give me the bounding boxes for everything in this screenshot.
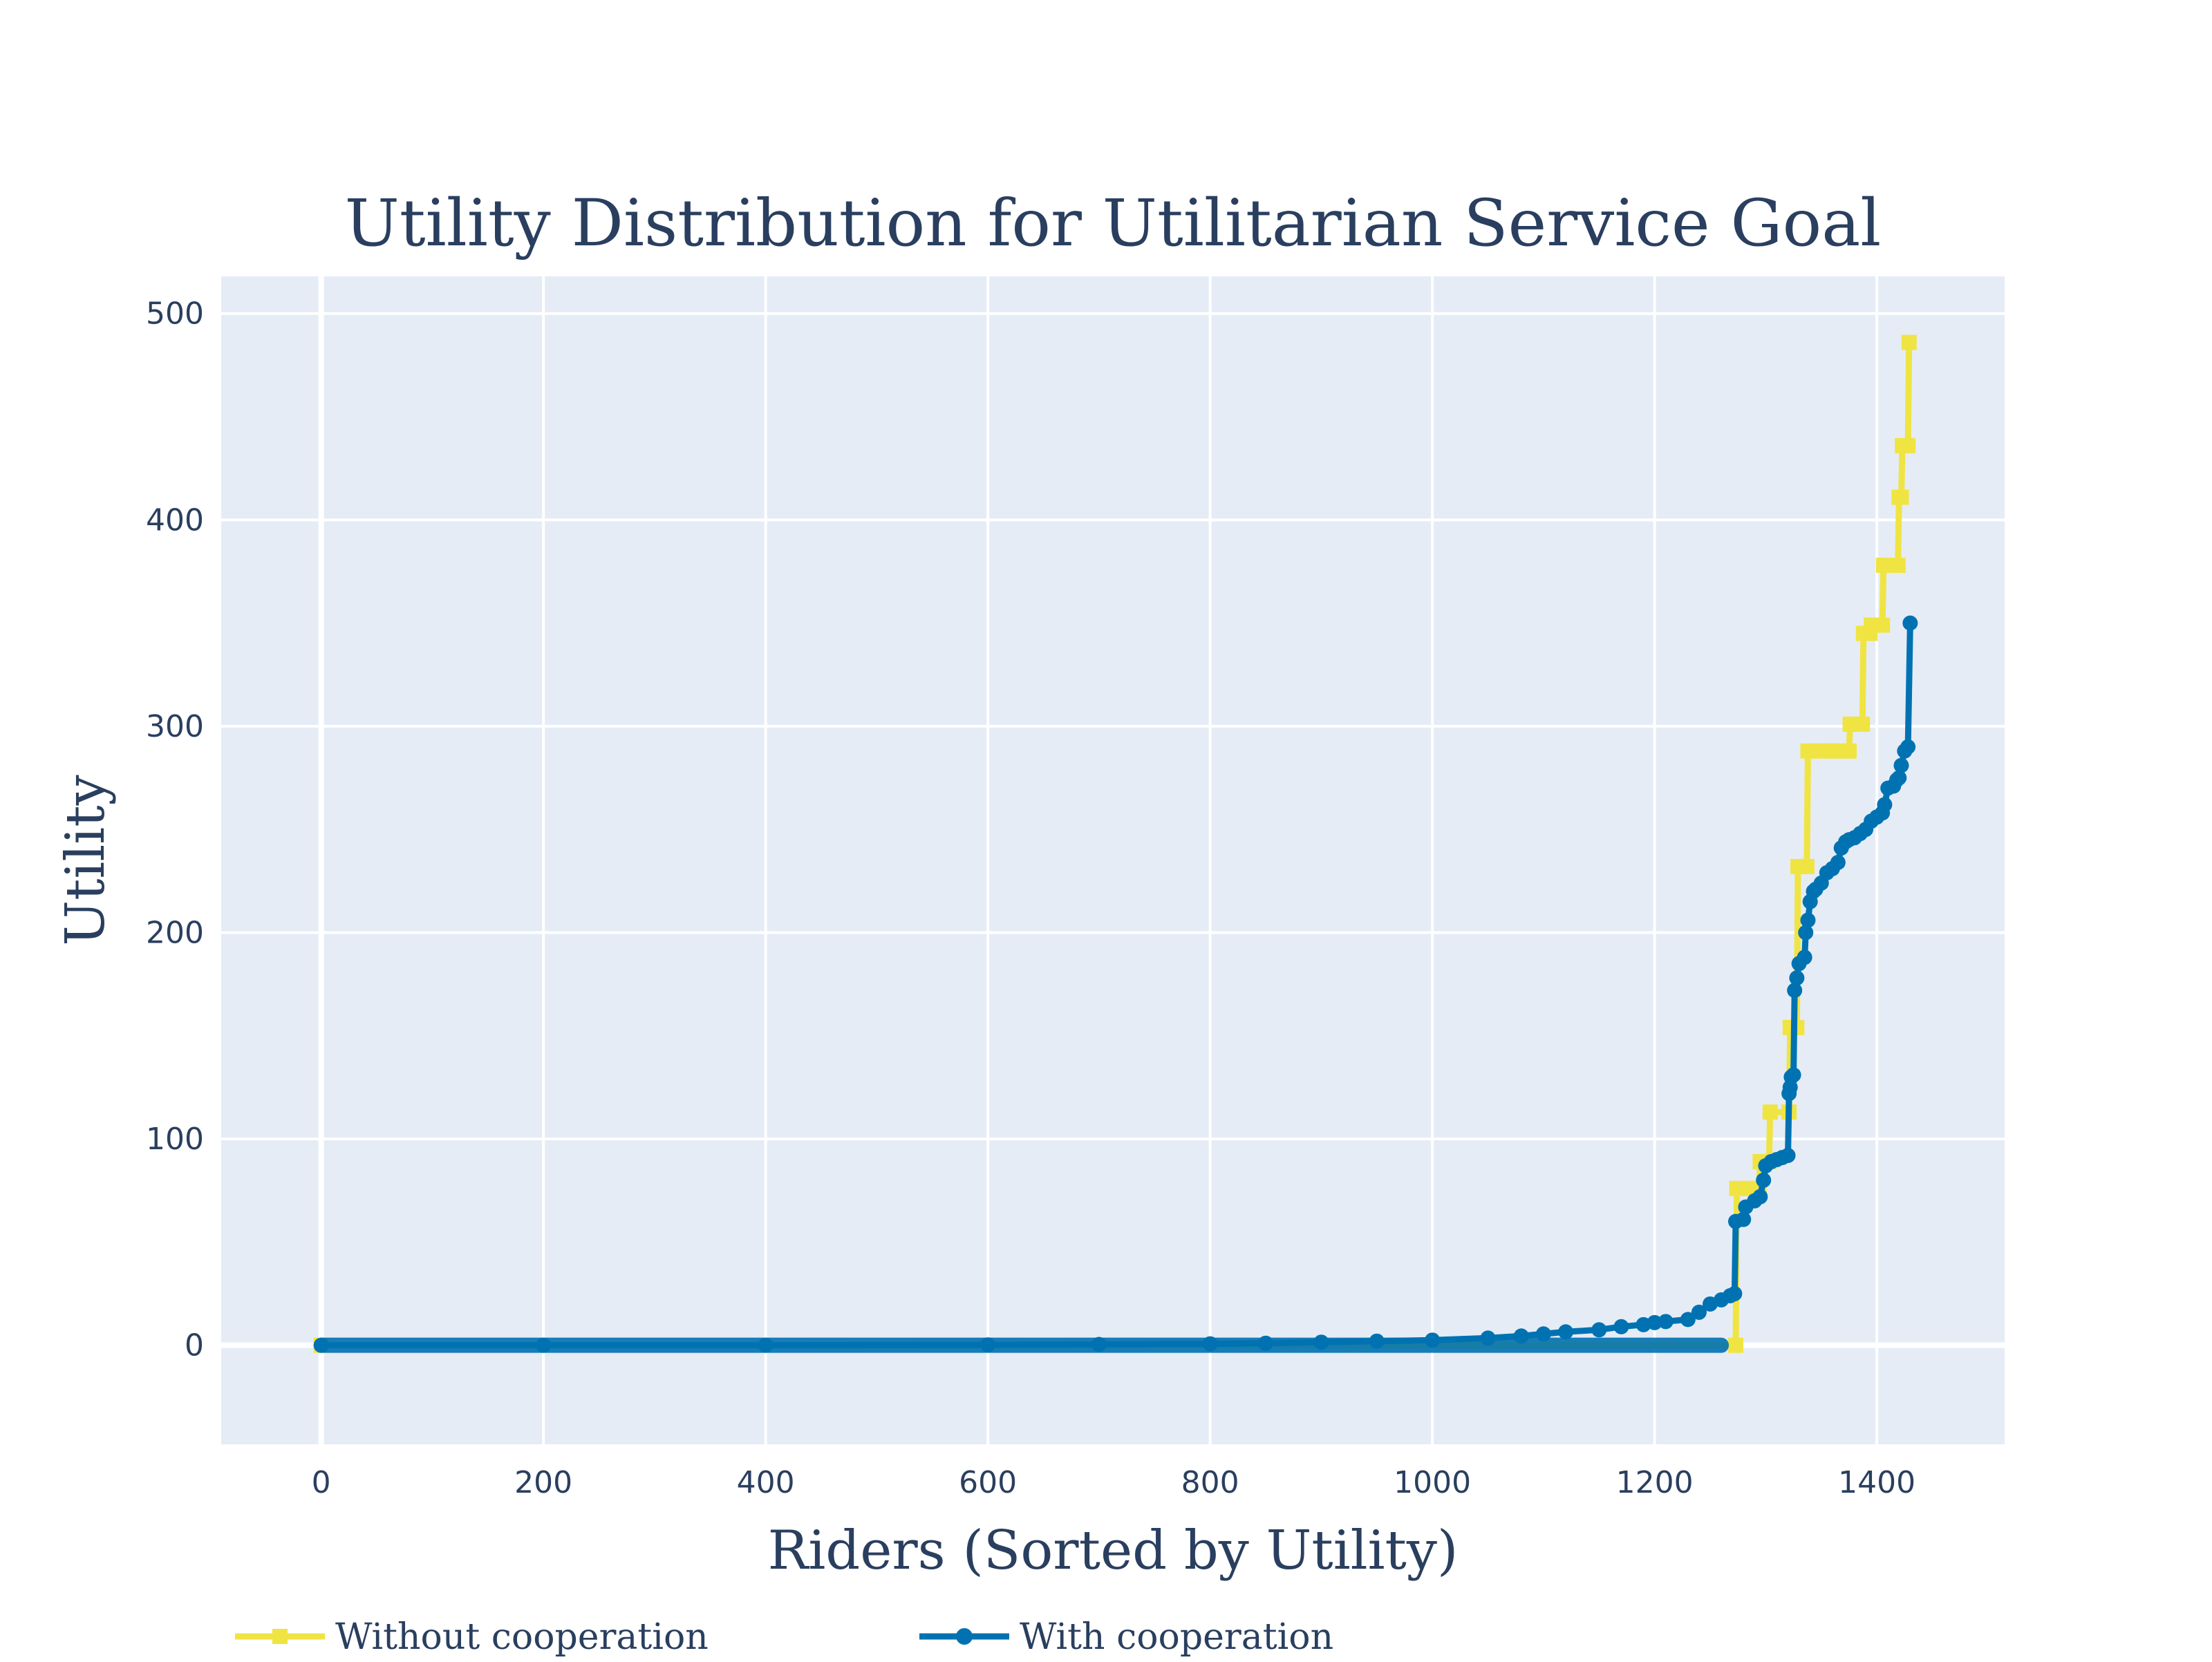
data-point	[1727, 1337, 1743, 1353]
x-tick-label: 400	[737, 1465, 795, 1500]
y-tick-label: 200	[146, 916, 204, 951]
data-point	[1830, 854, 1846, 870]
data-point	[1762, 1104, 1778, 1120]
data-point	[1729, 1180, 1745, 1196]
data-point	[1787, 983, 1803, 999]
data-point	[1789, 970, 1805, 986]
legend-marker-circle	[956, 1628, 973, 1645]
y-axis-title: Utility	[55, 775, 117, 945]
y-tick-label: 400	[146, 502, 204, 538]
legend-item-with-cooperation[interactable]: With cooperation	[919, 1616, 1333, 1658]
data-point	[1727, 1286, 1743, 1302]
data-point	[1800, 743, 1816, 759]
data-point	[1891, 770, 1907, 786]
x-tick-label: 200	[514, 1465, 572, 1500]
x-tick-label: 800	[1181, 1465, 1239, 1500]
y-tick-label: 300	[146, 709, 204, 744]
data-point	[1893, 489, 1909, 505]
data-point	[1785, 1067, 1801, 1083]
data-point	[1752, 1189, 1768, 1205]
y-tick-label: 100	[146, 1122, 204, 1157]
x-tick-label: 0	[312, 1465, 331, 1500]
data-point	[1591, 1322, 1607, 1338]
data-point	[1855, 716, 1871, 732]
series-layer	[313, 334, 1918, 1353]
data-point	[1841, 743, 1857, 759]
data-point	[1800, 912, 1816, 928]
data-point	[1799, 858, 1815, 874]
x-tick-label: 1200	[1616, 1465, 1694, 1500]
data-point	[1647, 1314, 1662, 1330]
data-point	[1875, 617, 1891, 633]
data-point	[1877, 797, 1893, 813]
x-tick-label: 1400	[1838, 1465, 1915, 1500]
y-tick-label: 0	[185, 1328, 204, 1363]
data-point	[1798, 925, 1814, 941]
plot-area	[221, 276, 2005, 1444]
legend-marker-square	[272, 1629, 288, 1644]
grid-lines	[221, 276, 2005, 1444]
tick-labels: 0 200 400 600 800 1000 1200 1400 0 100 200 300 400 50…	[146, 296, 1915, 1500]
series-with-cooperation	[313, 615, 1918, 1353]
data-point	[1756, 1172, 1772, 1188]
data-point	[1902, 615, 1918, 631]
data-point	[1797, 950, 1812, 965]
data-point	[1736, 1211, 1752, 1227]
data-point	[1558, 1324, 1574, 1340]
data-point	[1900, 437, 1916, 453]
data-point	[1680, 1312, 1696, 1328]
data-point	[1890, 558, 1906, 574]
legend-label-without-cooperation: Without cooperation	[335, 1616, 709, 1658]
data-point	[1901, 334, 1917, 350]
data-point	[1613, 1319, 1629, 1334]
data-point	[1780, 1147, 1796, 1163]
legend-label-with-cooperation: With cooperation	[1020, 1616, 1333, 1658]
data-point	[1691, 1304, 1707, 1320]
y-tick-label: 500	[146, 296, 204, 332]
data-point	[1658, 1314, 1674, 1330]
legend[interactable]: Without cooperation With cooperation	[235, 1616, 1333, 1658]
legend-item-without-cooperation[interactable]: Without cooperation	[235, 1616, 709, 1658]
x-tick-label: 600	[959, 1465, 1017, 1500]
x-axis-title: Riders (Sorted by Utility)	[768, 1520, 1459, 1582]
chart-title: Utility Distribution for Utilitarian Ser…	[345, 186, 1882, 261]
data-point	[1893, 757, 1909, 773]
x-tick-label: 1000	[1394, 1465, 1471, 1500]
data-point	[1900, 739, 1916, 755]
